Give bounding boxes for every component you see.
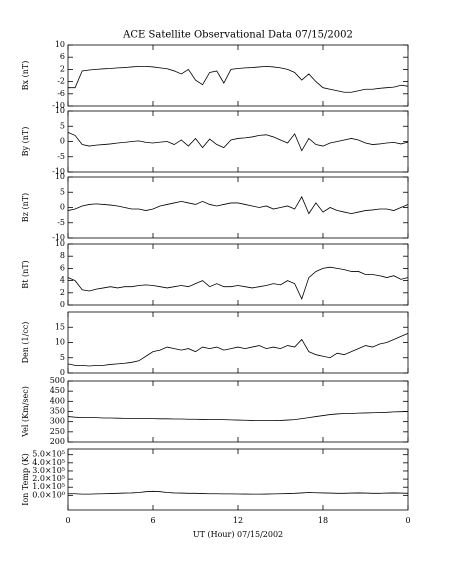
y-tick-label: 0 (60, 137, 65, 146)
y-tick-label: 2.0×10⁵ (32, 474, 65, 483)
data-line (67, 195, 409, 215)
y-tick-label: 0 (60, 368, 65, 377)
y-tick-label: 4 (60, 276, 65, 285)
y-tick-label: -10 (52, 101, 65, 110)
y-tick-label: 10 (55, 172, 65, 181)
y-tick-label: 5 (60, 121, 65, 130)
data-line (67, 332, 409, 367)
y-tick-label: 2 (60, 288, 65, 297)
y-tick-label: 400 (50, 396, 65, 405)
y-tick-label: 500 (50, 376, 65, 385)
y-tick-label: 2 (60, 64, 65, 73)
x-axis-label: UT (Hour) 07/15/2002 (193, 530, 283, 539)
data-line (67, 266, 409, 300)
y-tick-label: 5 (60, 187, 65, 196)
y-axis-label: Ion Temp (K) (21, 453, 30, 506)
y-tick-label: -10 (52, 233, 65, 242)
y-tick-label: 6 (60, 263, 65, 272)
y-tick-label: 250 (50, 427, 65, 436)
y-tick-label: 5.0×10⁵ (32, 450, 65, 459)
y-tick-label: 1.0×10⁵ (32, 482, 65, 491)
y-tick-label: 15 (55, 322, 65, 331)
y-tick-label: 8 (60, 251, 65, 260)
data-line (68, 490, 409, 495)
x-tick-label: 12 (233, 516, 243, 525)
y-tick-label: 10 (55, 106, 65, 115)
y-tick-label: 0.0×10⁰ (32, 490, 65, 499)
x-tick-label: 18 (318, 516, 328, 525)
y-tick-label: -5 (57, 218, 65, 227)
y-tick-label: 300 (50, 417, 65, 426)
y-axis-label: By (nT) (21, 127, 30, 157)
data-line (68, 65, 409, 93)
x-tick-label: 0 (405, 516, 410, 525)
y-tick-label: 5 (60, 353, 65, 362)
y-tick-label: 0 (60, 300, 65, 309)
y-tick-label: -10 (52, 167, 65, 176)
y-tick-label: -6 (57, 89, 65, 98)
y-tick-label: 3.0×10⁵ (32, 466, 65, 475)
y-axis-label: Den (1/cc) (21, 322, 30, 364)
y-axis-label: Vel (Km/sec) (21, 386, 30, 438)
y-tick-label: -5 (57, 152, 65, 161)
y-tick-label: 4.0×10⁵ (32, 458, 65, 467)
y-tick-label: -2 (57, 77, 65, 86)
y-tick-label: 10 (55, 239, 65, 248)
y-tick-label: 10 (55, 40, 65, 49)
y-tick-label: 6 (60, 52, 65, 61)
y-tick-label: 200 (50, 437, 65, 446)
x-tick-label: 0 (65, 516, 70, 525)
y-tick-label: 0 (60, 203, 65, 212)
y-tick-label: 350 (50, 407, 65, 416)
chart-title: ACE Satellite Observational Data 07/15/2… (122, 30, 353, 41)
data-line (67, 131, 409, 152)
y-axis-label: Bt (nT) (21, 260, 30, 288)
y-axis-label: Bz (nT) (21, 193, 30, 222)
y-axis-label: Bx (nT) (21, 61, 30, 91)
y-tick-label: 450 (50, 386, 65, 395)
x-tick-label: 6 (150, 516, 155, 525)
data-line (67, 411, 409, 422)
y-tick-label: 10 (55, 338, 65, 347)
